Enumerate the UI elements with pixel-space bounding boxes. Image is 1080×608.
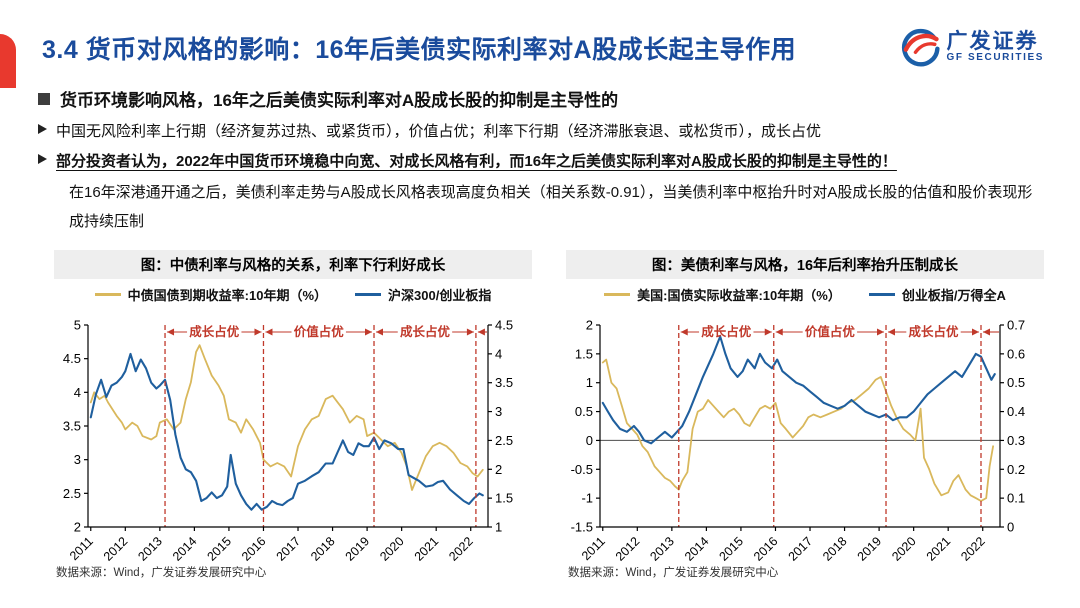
bullet-block: 货币环境影响风格，16年之后美债实际利率对A股成长股的抑制是主导性的 中国无风险… <box>38 86 1050 237</box>
svg-text:3: 3 <box>74 452 81 467</box>
left-chart-svg: 成长占优 价值占优 成长占优 2 2.5 3 3.5 4 4.5 5 1 1.5 2 2.5 3 3.5 4 4.… <box>63 318 513 564</box>
svg-text:0.1: 0.1 <box>1007 491 1025 506</box>
svg-text:成长占优: 成长占优 <box>189 324 240 339</box>
arrow-bullet-icon <box>38 154 47 164</box>
svg-text:价值占优: 价值占优 <box>294 324 345 339</box>
svg-text:2019: 2019 <box>855 534 885 564</box>
svg-text:-1: -1 <box>581 491 593 506</box>
svg-text:2021: 2021 <box>412 534 442 564</box>
svg-text:4: 4 <box>74 385 81 400</box>
svg-text:2013: 2013 <box>647 534 677 564</box>
svg-text:2015: 2015 <box>204 534 234 564</box>
svg-text:2022: 2022 <box>958 534 988 564</box>
svg-text:2015: 2015 <box>716 534 746 564</box>
svg-text:价值占优: 价值占优 <box>805 324 856 339</box>
right-chart-title: 图：美债利率与风格，16年后利率抬升压制成长 <box>566 250 1044 279</box>
svg-text:0.4: 0.4 <box>1007 404 1025 419</box>
gf-securities-logo: 广发证券 GF SECURITIES <box>898 26 1044 68</box>
svg-text:成长占优: 成长占优 <box>908 324 959 339</box>
svg-text:4.5: 4.5 <box>63 351 81 366</box>
svg-text:0.2: 0.2 <box>1007 462 1025 477</box>
legend-item: 沪深300/创业板指 <box>355 285 491 304</box>
svg-text:2018: 2018 <box>308 534 338 564</box>
right-chart-source: 数据来源：Wind，广发证券发展研究中心 <box>568 567 779 579</box>
svg-text:2020: 2020 <box>377 534 407 564</box>
legend-item: 创业板指/万得全A <box>868 285 1006 304</box>
svg-text:0.3: 0.3 <box>1007 433 1025 448</box>
svg-text:2014: 2014 <box>170 534 200 564</box>
yellow-line-swatch <box>94 292 121 296</box>
svg-text:2011: 2011 <box>579 534 608 563</box>
svg-text:3: 3 <box>495 404 502 419</box>
left-chart-source: 数据来源：Wind，广发证券发展研究中心 <box>56 567 267 579</box>
svg-text:2012: 2012 <box>101 534 131 564</box>
blue-line-swatch <box>868 292 895 296</box>
svg-text:2.5: 2.5 <box>63 486 81 501</box>
svg-text:2022: 2022 <box>446 534 476 564</box>
svg-text:2017: 2017 <box>786 534 816 564</box>
body-paragraph: 在16年深港通开通之后，美债利率走势与A股成长风格表现高度负相关（相关系数-0.… <box>69 184 1033 231</box>
svg-text:0: 0 <box>586 433 593 448</box>
gf-logo-icon <box>901 28 940 67</box>
svg-text:2014: 2014 <box>682 534 712 564</box>
svg-text:4.5: 4.5 <box>495 318 513 333</box>
page-title: 3.4 货币对风格的影响：16年后美债实际利率对A股成长起主导作用 <box>42 36 797 64</box>
svg-text:2: 2 <box>586 318 593 333</box>
svg-text:0.5: 0.5 <box>1007 375 1025 390</box>
left-chart-panel: 图：中债利率与风格的关系，利率下行利好成长 中债国债到期收益率:10年期（%） … <box>54 250 532 585</box>
svg-text:0.5: 0.5 <box>575 404 593 419</box>
svg-text:2016: 2016 <box>239 534 269 564</box>
svg-text:2019: 2019 <box>343 534 373 564</box>
bullet-heading: 货币环境影响风格，16年之后美债实际利率对A股成长股的抑制是主导性的 <box>38 86 1050 111</box>
bullet-item-1: 中国无风险利率上行期（经济复苏过热、或紧货币），价值占优；利率下行期（经济滞胀衰… <box>38 120 1050 141</box>
svg-text:2012: 2012 <box>613 534 643 564</box>
svg-text:2020: 2020 <box>889 534 919 564</box>
svg-text:2011: 2011 <box>67 534 96 563</box>
svg-text:2: 2 <box>74 520 81 535</box>
bullet-item-2: 部分投资者认为，2022年中国货币环境稳中向宽、对成长风格有利，而16年之后美债… <box>38 150 1050 171</box>
right-chart-panel: 图：美债利率与风格，16年后利率抬升压制成长 美国:国债实际收益率:10年期（%… <box>566 250 1044 585</box>
svg-text:0: 0 <box>1007 520 1014 535</box>
square-bullet-icon <box>38 92 50 105</box>
svg-text:1: 1 <box>586 375 593 390</box>
svg-text:2017: 2017 <box>274 534 304 564</box>
svg-text:3.5: 3.5 <box>495 375 513 390</box>
svg-text:1.5: 1.5 <box>495 491 513 506</box>
yellow-line-swatch <box>604 292 631 296</box>
svg-text:3.5: 3.5 <box>63 419 81 434</box>
svg-text:2018: 2018 <box>820 534 850 564</box>
svg-text:-0.5: -0.5 <box>571 462 593 477</box>
svg-text:0.7: 0.7 <box>1007 318 1025 333</box>
svg-text:1: 1 <box>495 520 502 535</box>
right-chart-legend: 美国:国债实际收益率:10年期（%） 创业板指/万得全A <box>566 285 1044 303</box>
svg-text:2: 2 <box>495 462 502 477</box>
svg-text:2016: 2016 <box>751 534 781 564</box>
right-chart-svg: 成长占优 价值占优 成长占优 -1.5 -1 -0.5 0 0.5 1 1.5 2 0 0.1 0.2 0.… <box>571 318 1025 564</box>
legend-item: 中债国债到期收益率:10年期（%） <box>94 285 327 304</box>
svg-text:2021: 2021 <box>924 534 954 564</box>
arrow-bullet-icon <box>38 124 47 134</box>
svg-text:2.5: 2.5 <box>495 433 513 448</box>
left-chart-legend: 中债国债到期收益率:10年期（%） 沪深300/创业板指 <box>54 285 532 303</box>
svg-text:4: 4 <box>495 346 502 361</box>
blue-line-swatch <box>355 292 382 296</box>
svg-text:2013: 2013 <box>135 534 165 564</box>
logo-text-en: GF SECURITIES <box>946 51 1044 63</box>
svg-text:0.6: 0.6 <box>1007 346 1025 361</box>
svg-text:成长占优: 成长占优 <box>400 324 451 339</box>
svg-text:成长占优: 成长占优 <box>701 324 752 339</box>
svg-text:5: 5 <box>74 318 81 333</box>
svg-text:1.5: 1.5 <box>575 346 593 361</box>
logo-text-cn: 广发证券 <box>946 29 1039 53</box>
red-accent-bar <box>0 34 16 88</box>
svg-text:-1.5: -1.5 <box>571 520 593 535</box>
left-chart-title: 图：中债利率与风格的关系，利率下行利好成长 <box>54 250 532 279</box>
legend-item: 美国:国债实际收益率:10年期（%） <box>604 285 841 304</box>
